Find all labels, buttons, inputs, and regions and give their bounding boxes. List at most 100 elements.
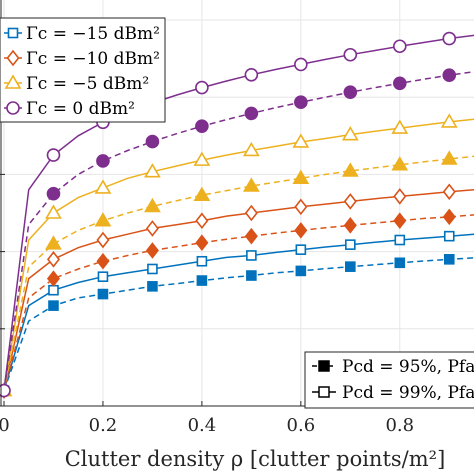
data-point <box>393 212 407 230</box>
data-point <box>45 235 62 250</box>
style-legend: Pcd = 95%, Pfa = Pcd = 99%, Pfa = <box>304 351 474 409</box>
data-point <box>442 208 456 226</box>
data-point <box>96 154 110 168</box>
data-point <box>343 47 358 62</box>
series-group <box>0 230 474 396</box>
legend-label: Γc = −10 dBm² <box>26 49 160 69</box>
legend-label: Γc = −15 dBm² <box>26 24 160 44</box>
data-point <box>196 275 208 286</box>
data-point <box>145 134 160 149</box>
data-point <box>45 204 62 219</box>
data-point <box>393 188 407 205</box>
data-point <box>294 57 308 72</box>
data-point <box>294 222 308 239</box>
data-point <box>144 163 161 178</box>
data-point <box>443 254 455 265</box>
data-point <box>442 31 457 46</box>
data-point <box>341 162 359 177</box>
data-point <box>195 234 209 252</box>
style-legend-label: Pcd = 95%, Pfa = <box>342 357 474 377</box>
data-point <box>193 186 211 202</box>
data-point <box>343 85 358 99</box>
data-point <box>6 101 20 115</box>
data-point <box>7 27 19 39</box>
data-point <box>295 244 307 255</box>
data-point <box>97 288 109 300</box>
data-point <box>292 133 310 148</box>
data-point <box>246 250 257 261</box>
series-line-95 <box>3 257 474 391</box>
data-point <box>345 261 356 272</box>
series-line-99 <box>3 118 474 391</box>
style-legend-box <box>304 351 474 409</box>
data-point <box>46 251 60 268</box>
x-tick-label: 0.4 <box>188 415 217 436</box>
data-point <box>391 119 409 134</box>
style-legend-marker <box>318 360 330 372</box>
data-point <box>391 156 409 171</box>
data-point <box>294 95 308 110</box>
data-point <box>244 204 258 222</box>
data-point <box>147 281 158 292</box>
data-point <box>442 68 457 82</box>
data-point <box>46 186 61 201</box>
data-point <box>48 300 59 311</box>
data-point <box>392 39 407 54</box>
data-point <box>244 106 259 121</box>
data-point <box>292 169 310 185</box>
data-point <box>345 239 356 250</box>
data-point <box>94 179 112 194</box>
data-point <box>193 151 211 166</box>
x-tick-label: 0.8 <box>385 415 414 436</box>
data-point <box>244 68 259 82</box>
data-point <box>343 193 357 210</box>
x-axis-label: Clutter density ρ [clutter points/m²] <box>65 447 446 471</box>
data-point <box>242 177 260 192</box>
data-point <box>0 383 11 398</box>
data-point <box>96 252 110 270</box>
data-point <box>96 231 110 249</box>
data-point <box>394 234 406 246</box>
legend: Γc = −15 dBm² Γc = −10 dBm² Γc = −5 dBm² Γc… <box>0 17 166 123</box>
data-point <box>145 242 159 259</box>
data-point <box>343 217 357 234</box>
data-point <box>295 265 307 277</box>
data-point <box>145 220 159 237</box>
data-point <box>440 150 458 165</box>
legend-label: Γc = −5 dBm² <box>26 74 149 94</box>
data-point <box>144 197 161 213</box>
data-point <box>392 76 407 91</box>
data-point <box>6 49 20 67</box>
data-point <box>294 198 308 216</box>
data-point <box>147 263 158 275</box>
data-point <box>394 257 406 269</box>
data-point <box>48 284 59 296</box>
data-point <box>94 212 112 227</box>
x-tick-label: 0.6 <box>287 415 316 436</box>
data-point <box>196 255 208 267</box>
data-point <box>46 270 60 287</box>
legend-box <box>0 17 166 123</box>
data-point <box>244 227 258 245</box>
data-point <box>195 119 209 133</box>
data-point <box>341 126 359 141</box>
data-point <box>440 113 458 128</box>
data-point <box>195 80 209 95</box>
data-point <box>46 148 61 162</box>
data-point <box>4 74 22 89</box>
legend-label: Γc = 0 dBm² <box>26 99 135 119</box>
style-legend-marker <box>318 386 330 398</box>
data-point <box>242 141 260 157</box>
series-group <box>0 183 474 399</box>
data-point <box>195 212 209 230</box>
data-point <box>442 183 456 201</box>
series-layer <box>0 31 474 399</box>
data-point <box>97 271 109 282</box>
data-point <box>246 270 257 281</box>
x-tick-label: 0.2 <box>89 415 118 436</box>
series-group <box>0 31 474 398</box>
x-tick-label: 0 <box>0 415 10 436</box>
data-point <box>443 230 455 242</box>
style-legend-label: Pcd = 99%, Pfa = <box>342 383 474 403</box>
